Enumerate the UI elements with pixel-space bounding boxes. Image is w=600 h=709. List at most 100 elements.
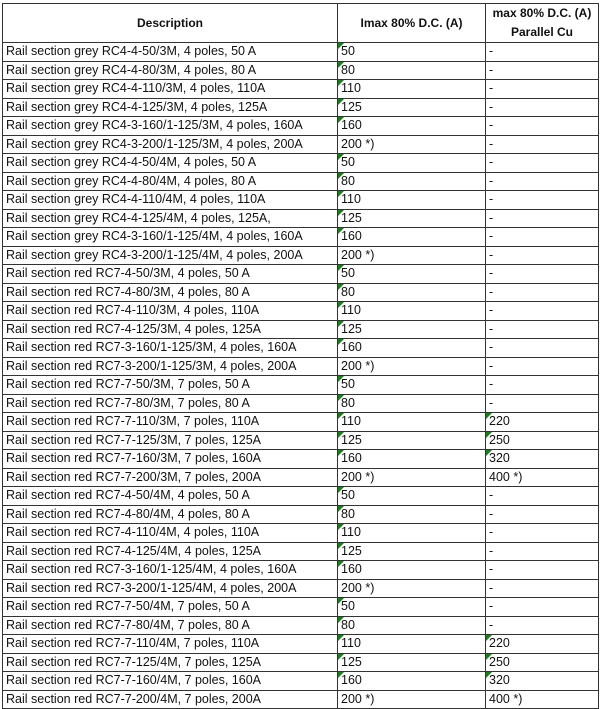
description-cell[interactable]: Rail section grey RC4-4-50/3M, 4 poles, … [2,42,338,62]
description-cell[interactable]: Rail section grey RC4-3-200/1-125/3M, 4 … [2,134,338,154]
description-cell[interactable]: Rail section red RC7-4-125/4M, 4 poles, … [2,541,338,561]
parallel-cell[interactable]: - [485,523,599,543]
parallel-cell[interactable]: - [485,615,599,635]
parallel-cell[interactable]: - [485,171,599,191]
description-cell[interactable]: Rail section red RC7-4-125/3M, 4 poles, … [2,319,338,339]
description-cell[interactable]: Rail section grey RC4-4-80/4M, 4 poles, … [2,171,338,191]
imax-cell[interactable]: 80 [337,615,486,635]
description-cell[interactable]: Rail section red RC7-7-110/4M, 7 poles, … [2,634,338,654]
parallel-cell[interactable]: - [485,227,599,247]
description-cell[interactable]: Rail section grey RC4-4-50/4M, 4 poles, … [2,153,338,173]
description-cell[interactable]: Rail section red RC7-7-160/3M, 7 poles, … [2,449,338,469]
description-cell[interactable]: Rail section red RC7-7-50/3M, 7 poles, 5… [2,375,338,395]
imax-cell[interactable]: 200 *) [337,467,486,487]
imax-cell[interactable]: 110 [337,523,486,543]
description-cell[interactable]: Rail section red RC7-4-50/3M, 4 poles, 5… [2,264,338,284]
imax-cell[interactable]: 160 [337,338,486,358]
parallel-cell[interactable]: - [485,42,599,62]
imax-cell[interactable]: 80 [337,393,486,413]
parallel-cell[interactable]: - [485,264,599,284]
parallel-cell[interactable]: - [485,60,599,80]
imax-cell[interactable]: 125 [337,97,486,117]
parallel-cell[interactable]: - [485,153,599,173]
parallel-cell[interactable]: - [485,597,599,617]
description-cell[interactable]: Rail section red RC7-7-80/4M, 7 poles, 8… [2,615,338,635]
description-cell[interactable]: Rail section red RC7-7-200/4M, 7 poles, … [2,689,338,709]
parallel-cell[interactable]: 320 [485,671,599,691]
description-cell[interactable]: Rail section red RC7-7-50/4M, 7 poles, 5… [2,597,338,617]
description-cell[interactable]: Rail section red RC7-4-110/4M, 4 poles, … [2,523,338,543]
imax-cell[interactable]: 80 [337,171,486,191]
description-cell[interactable]: Rail section red RC7-4-80/4M, 4 poles, 8… [2,504,338,524]
description-cell[interactable]: Rail section red RC7-3-160/1-125/4M, 4 p… [2,560,338,580]
imax-cell[interactable]: 80 [337,60,486,80]
description-cell[interactable]: Rail section grey RC4-4-110/3M, 4 poles,… [2,79,338,99]
imax-cell[interactable]: 200 *) [337,578,486,598]
parallel-cell[interactable]: - [485,245,599,265]
imax-cell[interactable]: 200 *) [337,356,486,376]
parallel-cell[interactable]: - [485,486,599,506]
description-cell[interactable]: Rail section grey RC4-4-125/4M, 4 poles,… [2,208,338,228]
imax-cell[interactable]: 200 *) [337,689,486,709]
imax-cell[interactable]: 160 [337,560,486,580]
imax-cell[interactable]: 125 [337,541,486,561]
description-cell[interactable]: Rail section red RC7-7-80/3M, 7 poles, 8… [2,393,338,413]
imax-cell[interactable]: 110 [337,412,486,432]
description-cell[interactable]: Rail section red RC7-4-80/3M, 4 poles, 8… [2,282,338,302]
description-cell[interactable]: Rail section red RC7-4-110/3M, 4 poles, … [2,301,338,321]
imax-cell[interactable]: 110 [337,190,486,210]
description-cell[interactable]: Rail section red RC7-7-110/3M, 7 poles, … [2,412,338,432]
imax-cell[interactable]: 125 [337,430,486,450]
imax-cell[interactable]: 50 [337,597,486,617]
description-cell[interactable]: Rail section grey RC4-4-80/3M, 4 poles, … [2,60,338,80]
description-cell[interactable]: Rail section red RC7-3-160/1-125/3M, 4 p… [2,338,338,358]
imax-cell[interactable]: 50 [337,486,486,506]
imax-cell[interactable]: 110 [337,79,486,99]
parallel-cell[interactable]: - [485,504,599,524]
imax-cell[interactable]: 110 [337,634,486,654]
description-cell[interactable]: Rail section red RC7-4-50/4M, 4 poles, 5… [2,486,338,506]
description-cell[interactable]: Rail section red RC7-7-160/4M, 7 poles, … [2,671,338,691]
parallel-cell[interactable]: - [485,301,599,321]
description-cell[interactable]: Rail section red RC7-7-125/3M, 7 poles, … [2,430,338,450]
imax-cell[interactable]: 125 [337,319,486,339]
parallel-cell[interactable]: - [485,134,599,154]
parallel-cell[interactable]: - [485,393,599,413]
imax-cell[interactable]: 50 [337,264,486,284]
imax-cell[interactable]: 125 [337,208,486,228]
imax-cell[interactable]: 110 [337,301,486,321]
description-cell[interactable]: Rail section grey RC4-3-200/1-125/4M, 4 … [2,245,338,265]
description-cell[interactable]: Rail section red RC7-7-125/4M, 7 poles, … [2,652,338,672]
parallel-cell[interactable]: - [485,375,599,395]
parallel-cell[interactable]: 250 [485,652,599,672]
header-description[interactable]: Description [2,3,338,43]
parallel-cell[interactable]: - [485,208,599,228]
description-cell[interactable]: Rail section red RC7-3-200/1-125/4M, 4 p… [2,578,338,598]
header-imax[interactable]: Imax 80% D.C. (A) [337,3,486,43]
parallel-cell[interactable]: - [485,560,599,580]
parallel-cell[interactable]: 220 [485,412,599,432]
description-cell[interactable]: Rail section grey RC4-3-160/1-125/3M, 4 … [2,116,338,136]
parallel-cell[interactable]: - [485,356,599,376]
parallel-cell[interactable]: 220 [485,634,599,654]
parallel-cell[interactable]: - [485,541,599,561]
parallel-cell[interactable]: 250 [485,430,599,450]
description-cell[interactable]: Rail section grey RC4-4-125/3M, 4 poles,… [2,97,338,117]
header-parallel[interactable]: max 80% D.C. (A) Parallel Cu [485,3,599,43]
parallel-cell[interactable]: 400 *) [485,467,599,487]
imax-cell[interactable]: 80 [337,504,486,524]
parallel-cell[interactable]: - [485,578,599,598]
imax-cell[interactable]: 160 [337,116,486,136]
description-cell[interactable]: Rail section red RC7-7-200/3M, 7 poles, … [2,467,338,487]
parallel-cell[interactable]: - [485,97,599,117]
parallel-cell[interactable]: - [485,190,599,210]
imax-cell[interactable]: 80 [337,282,486,302]
parallel-cell[interactable]: - [485,79,599,99]
imax-cell[interactable]: 160 [337,227,486,247]
imax-cell[interactable]: 50 [337,375,486,395]
description-cell[interactable]: Rail section grey RC4-4-110/4M, 4 poles,… [2,190,338,210]
imax-cell[interactable]: 160 [337,449,486,469]
imax-cell[interactable]: 200 *) [337,134,486,154]
imax-cell[interactable]: 125 [337,652,486,672]
imax-cell[interactable]: 50 [337,153,486,173]
